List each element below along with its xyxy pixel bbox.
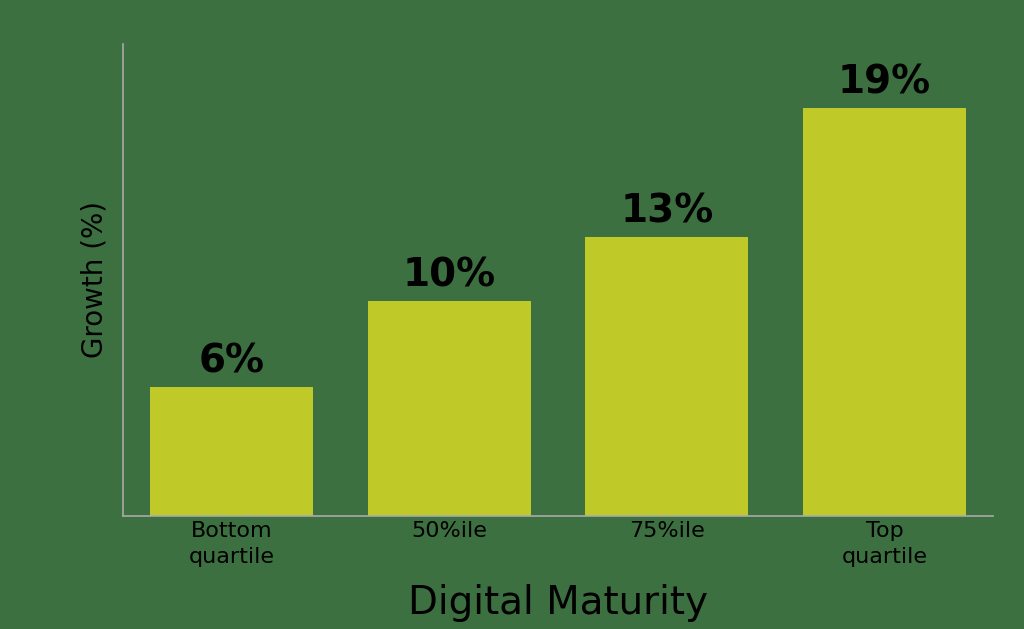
Text: 13%: 13% xyxy=(621,192,714,231)
Bar xyxy=(368,301,530,516)
Text: 6%: 6% xyxy=(199,343,264,381)
Bar xyxy=(803,108,966,516)
X-axis label: Digital Maturity: Digital Maturity xyxy=(409,584,708,621)
Bar xyxy=(151,387,313,516)
Text: 19%: 19% xyxy=(838,64,931,102)
Bar xyxy=(586,237,749,516)
Text: 10%: 10% xyxy=(402,257,496,295)
Y-axis label: Growth (%): Growth (%) xyxy=(81,201,109,359)
